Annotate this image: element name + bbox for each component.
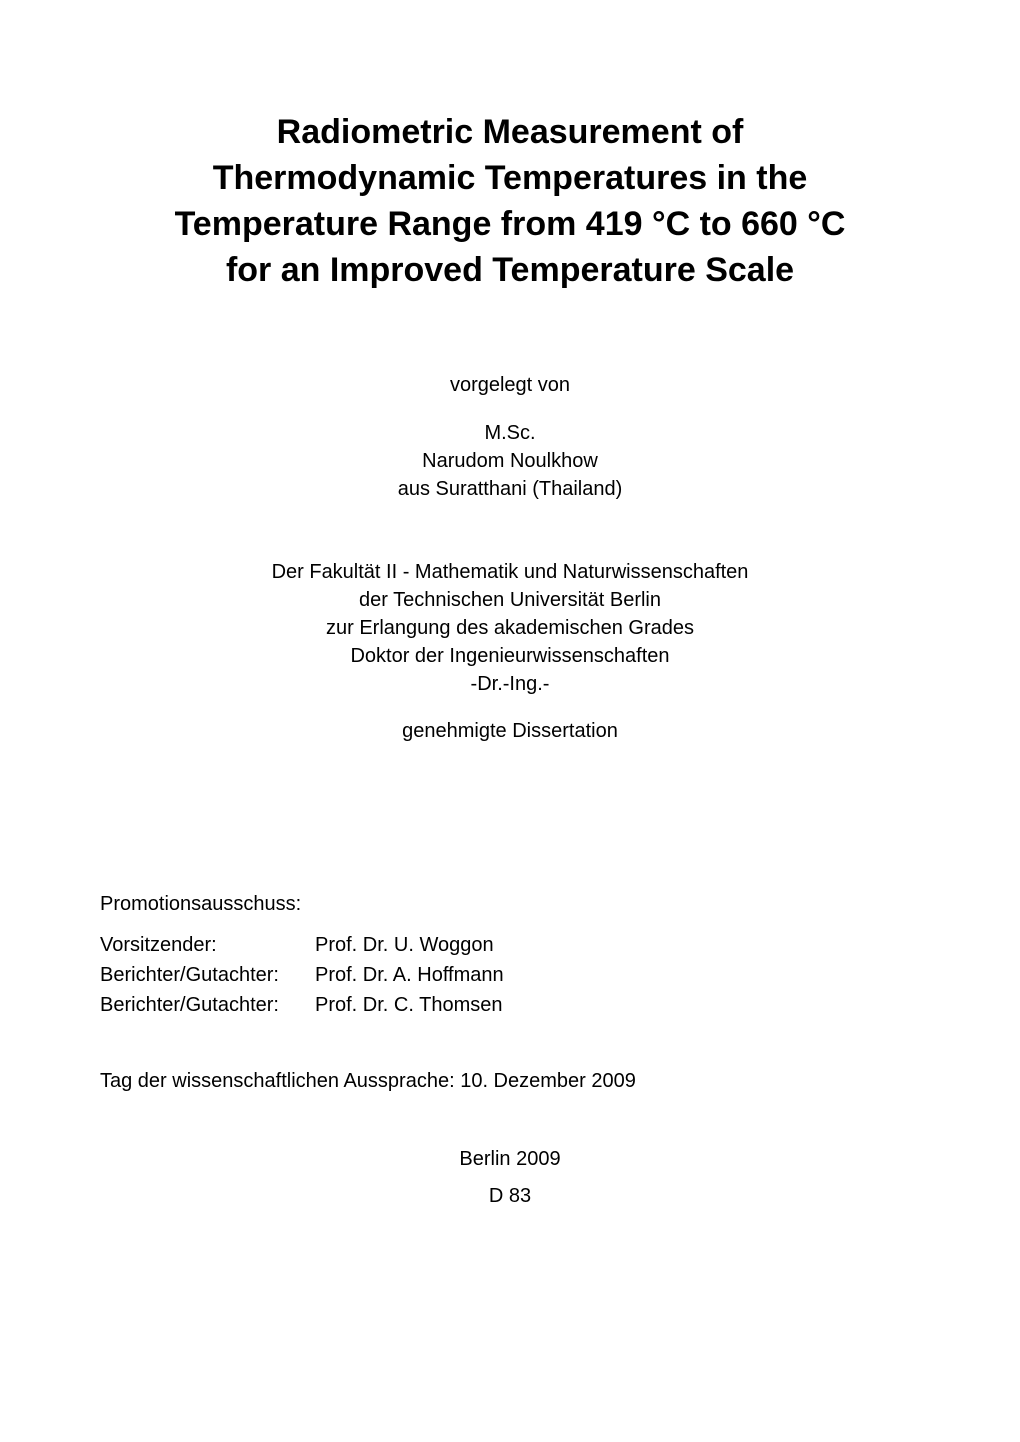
author-degree: M.Sc. <box>484 422 535 444</box>
author-block: M.Sc. Narudom Noulkhow aus Suratthani (T… <box>100 419 920 503</box>
title-line-2: Thermodynamic Temperatures in the <box>213 159 808 197</box>
committee-name-reviewer-2: Prof. Dr. C. Thomsen <box>315 990 920 1020</box>
title-line-3: Temperature Range from 419 °C to 660 °C <box>175 205 846 243</box>
publication-place: Berlin 2009 <box>100 1148 920 1171</box>
faculty-line-3: zur Erlangung des akademischen Grades <box>326 617 694 639</box>
dissertation-title: Radiometric Measurement of Thermodynamic… <box>100 110 920 294</box>
defense-date: Tag der wissenschaftlichen Aussprache: 1… <box>100 1070 920 1093</box>
committee-row: Berichter/Gutachter: Prof. Dr. A. Hoffma… <box>100 960 920 990</box>
committee-block: Vorsitzender: Prof. Dr. U. Woggon Berich… <box>100 930 920 1020</box>
document-id: D 83 <box>100 1185 920 1208</box>
faculty-line-1: Der Fakultät II - Mathematik und Naturwi… <box>272 561 749 583</box>
committee-name-chair: Prof. Dr. U. Woggon <box>315 930 920 960</box>
committee-role-reviewer-1: Berichter/Gutachter: <box>100 960 315 990</box>
committee-name-reviewer-1: Prof. Dr. A. Hoffmann <box>315 960 920 990</box>
committee-heading: Promotionsausschuss: <box>100 893 920 916</box>
committee-row: Berichter/Gutachter: Prof. Dr. C. Thomse… <box>100 990 920 1020</box>
title-line-4: for an Improved Temperature Scale <box>226 251 794 289</box>
author-name: Narudom Noulkhow <box>422 450 598 472</box>
faculty-line-2: der Technischen Universität Berlin <box>359 589 661 611</box>
submitted-by-label: vorgelegt von <box>100 374 920 397</box>
committee-role-reviewer-2: Berichter/Gutachter: <box>100 990 315 1020</box>
title-line-1: Radiometric Measurement of <box>277 113 744 151</box>
faculty-line-4: Doktor der Ingenieurwissenschaften <box>350 645 669 667</box>
committee-row: Vorsitzender: Prof. Dr. U. Woggon <box>100 930 920 960</box>
author-origin: aus Suratthani (Thailand) <box>398 478 623 500</box>
committee-role-chair: Vorsitzender: <box>100 930 315 960</box>
faculty-line-5: -Dr.-Ing.- <box>471 673 550 695</box>
approved-label: genehmigte Dissertation <box>100 720 920 743</box>
faculty-block: Der Fakultät II - Mathematik und Naturwi… <box>100 558 920 698</box>
